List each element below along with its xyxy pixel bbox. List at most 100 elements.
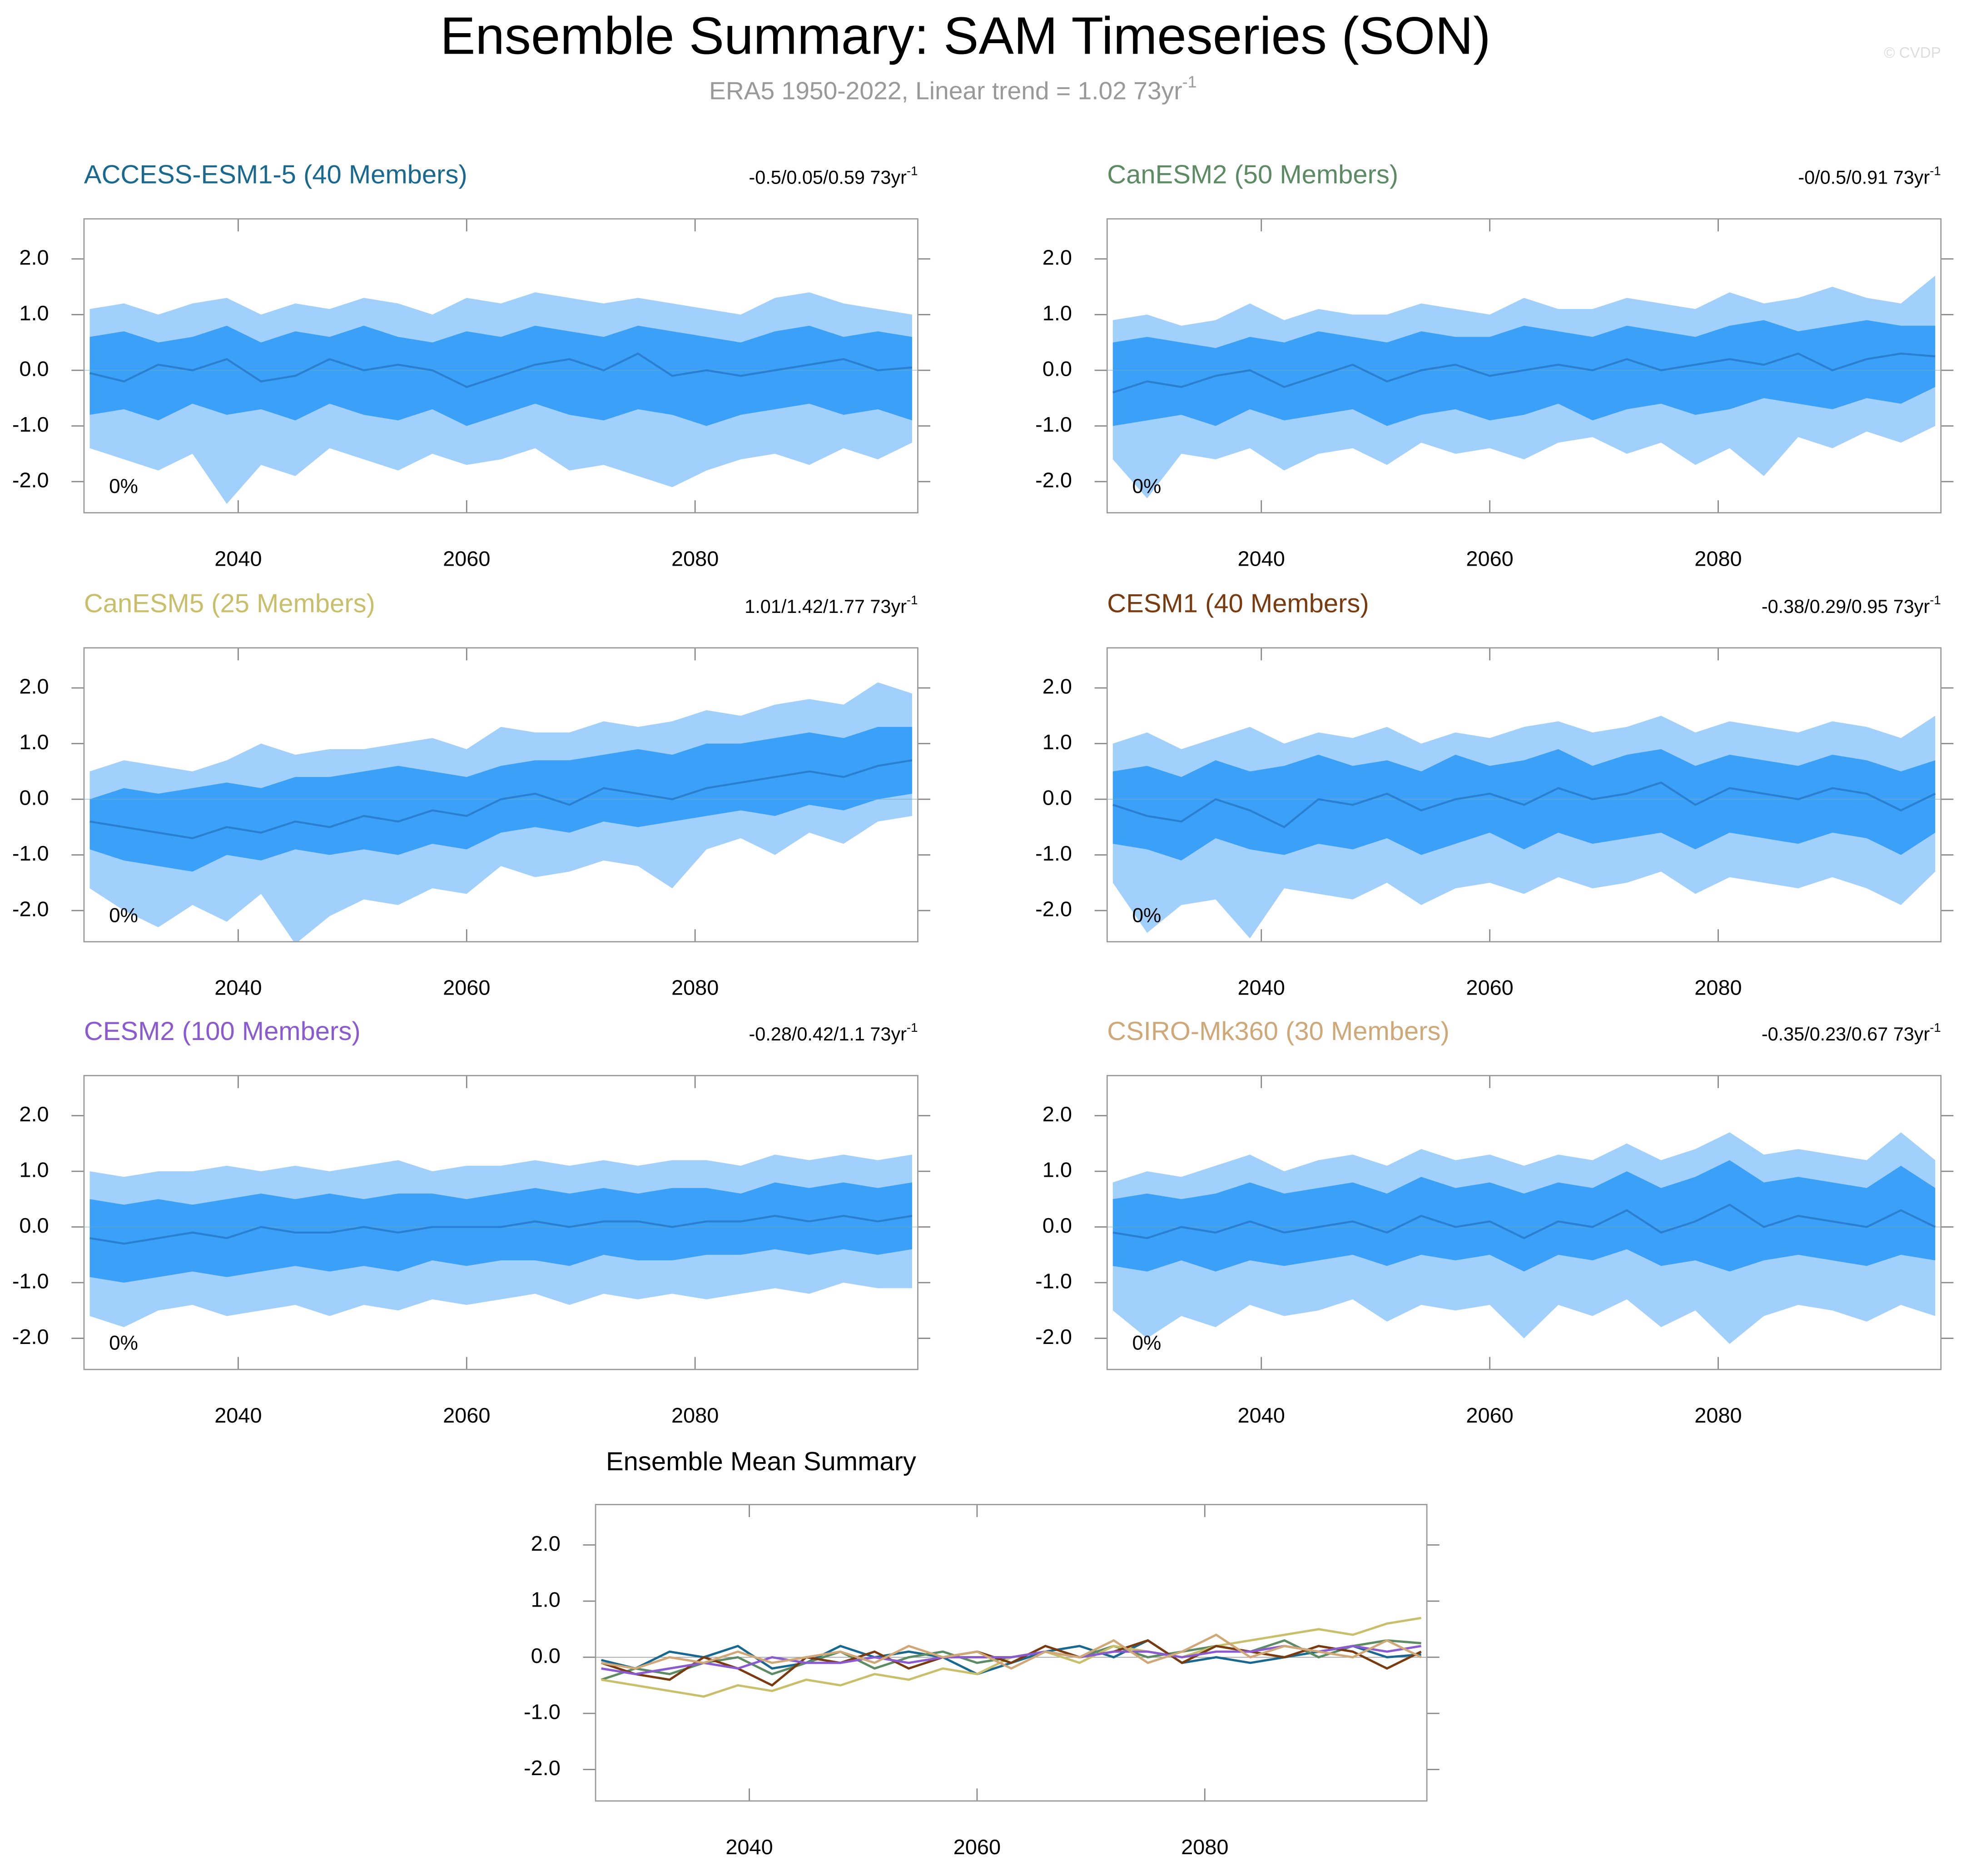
- mean-line: [601, 1633, 1422, 1670]
- trend-label: -0.28/0.42/1.1 73yr-1: [749, 1020, 918, 1045]
- panel-title: CanESM2 (50 Members): [1107, 160, 1398, 189]
- y-tick-label: 0.0: [1043, 1214, 1072, 1237]
- panel-note: 0%: [109, 475, 138, 498]
- panel-title: ACCESS-ESM1-5 (40 Members): [84, 160, 467, 189]
- trend-label: -0.5/0.05/0.59 73yr-1: [749, 164, 918, 188]
- y-tick-label: -1.0: [1035, 1269, 1072, 1293]
- panel-note: 0%: [109, 904, 138, 926]
- y-tick-label: 1.0: [531, 1587, 561, 1611]
- x-tick-label: 2080: [1181, 1835, 1228, 1859]
- y-tick-label: -2.0: [1035, 468, 1072, 492]
- plot-frame: [595, 1504, 1428, 1802]
- x-tick-label: 2080: [1694, 547, 1742, 571]
- trend-text: -0.38/0.29/0.95 73yr: [1762, 596, 1930, 617]
- watermark: © CVDP: [1884, 45, 1941, 61]
- trend-text: -0/0.5/0.91 73yr: [1798, 167, 1930, 188]
- trend-exponent: -1: [907, 164, 918, 178]
- y-tick-label: 0.0: [531, 1644, 561, 1667]
- y-tick-label: -1.0: [1035, 841, 1072, 865]
- plot-frame: [83, 218, 918, 513]
- inner-band: [1112, 1160, 1936, 1272]
- trend-exponent: -1: [907, 1020, 918, 1035]
- y-tick-label: 1.0: [19, 730, 49, 754]
- plot-frame: [1106, 1075, 1942, 1370]
- x-tick-label: 2080: [671, 976, 719, 1000]
- trend-exponent: -1: [1930, 593, 1941, 607]
- x-tick-label: 2040: [1238, 1403, 1285, 1427]
- x-tick-label: 2060: [1466, 547, 1513, 571]
- y-tick-label: 0.0: [19, 1214, 49, 1237]
- plot-frame: [83, 1075, 918, 1370]
- mean-line: [89, 759, 913, 840]
- inner-band: [89, 1182, 912, 1283]
- panel-title: CanESM5 (25 Members): [84, 589, 375, 618]
- x-tick-label: 2080: [1694, 976, 1742, 1000]
- y-tick-label: -2.0: [1035, 1325, 1072, 1349]
- y-tick-label: -2.0: [12, 897, 49, 921]
- trend-text: 1.01/1.42/1.77 73yr: [745, 596, 907, 617]
- trend-label: 1.01/1.42/1.77 73yr-1: [745, 593, 918, 617]
- panel-title: CSIRO-Mk360 (30 Members): [1107, 1017, 1450, 1046]
- y-tick-label: 2.0: [19, 675, 49, 698]
- mean-line: [1112, 1204, 1936, 1239]
- x-tick-label: 2040: [725, 1835, 773, 1859]
- x-tick-label: 2060: [443, 547, 490, 571]
- panel-note: 0%: [1132, 1332, 1161, 1354]
- y-tick-label: 2.0: [19, 245, 49, 269]
- trend-exponent: -1: [1930, 164, 1941, 178]
- x-tick-label: 2040: [214, 1403, 262, 1427]
- plot-area: [596, 1617, 1427, 1698]
- y-tick-label: -2.0: [12, 1325, 49, 1349]
- trend-exponent: -1: [907, 593, 918, 607]
- y-tick-label: -1.0: [524, 1700, 561, 1724]
- plot-area: [1107, 716, 1941, 939]
- figure-title: Ensemble Summary: SAM Timeseries (SON): [440, 6, 1491, 65]
- y-tick-label: -2.0: [1035, 897, 1072, 921]
- y-tick-label: 1.0: [1043, 301, 1072, 325]
- x-tick-label: 2060: [1466, 976, 1513, 1000]
- y-tick-label: 2.0: [1043, 675, 1072, 698]
- y-tick-label: 1.0: [1043, 730, 1072, 754]
- y-tick-label: 0.0: [1043, 786, 1072, 810]
- y-tick-label: 2.0: [531, 1532, 561, 1555]
- panel-title: Ensemble Mean Summary: [606, 1447, 916, 1476]
- y-tick-label: 0.0: [19, 357, 49, 380]
- x-tick-label: 2060: [953, 1835, 1001, 1859]
- y-tick-label: 1.0: [19, 301, 49, 325]
- plot-frame: [1106, 218, 1942, 513]
- trend-text: -0.5/0.05/0.59 73yr: [749, 167, 907, 188]
- mean-line: [1112, 352, 1936, 394]
- plot-frame: [83, 647, 918, 943]
- trend-exponent: -1: [1930, 1020, 1941, 1035]
- panel-note: 0%: [1132, 904, 1161, 926]
- x-tick-label: 2060: [443, 976, 490, 1000]
- plot-area: [84, 682, 918, 942]
- trend-label: -0.35/0.23/0.67 73yr-1: [1762, 1020, 1941, 1045]
- plot-area: [84, 1154, 918, 1328]
- plot-area: [1107, 275, 1941, 498]
- y-tick-label: -1.0: [1035, 413, 1072, 436]
- y-tick-label: 1.0: [1043, 1158, 1072, 1181]
- mean-line: [89, 352, 913, 388]
- x-tick-label: 2060: [1466, 1403, 1513, 1427]
- y-tick-label: 2.0: [19, 1102, 49, 1126]
- mean-line: [1112, 781, 1936, 828]
- panel-title: CESM2 (100 Members): [84, 1017, 361, 1046]
- x-tick-label: 2040: [214, 547, 262, 571]
- x-tick-label: 2080: [1694, 1403, 1742, 1427]
- y-tick-label: -2.0: [524, 1756, 561, 1780]
- panel-note: 0%: [1132, 475, 1161, 498]
- x-tick-label: 2080: [671, 1403, 719, 1427]
- panel-note: 0%: [109, 1332, 138, 1354]
- trend-text: -0.28/0.42/1.1 73yr: [749, 1024, 907, 1045]
- x-tick-label: 2040: [1238, 547, 1285, 571]
- y-tick-label: -1.0: [12, 1269, 49, 1293]
- y-tick-label: 2.0: [1043, 1102, 1072, 1126]
- trend-label: -0.38/0.29/0.95 73yr-1: [1762, 593, 1941, 617]
- mean-line: [89, 1214, 913, 1245]
- plot-area: [84, 292, 918, 504]
- y-tick-label: 1.0: [19, 1158, 49, 1181]
- x-tick-label: 2040: [214, 976, 262, 1000]
